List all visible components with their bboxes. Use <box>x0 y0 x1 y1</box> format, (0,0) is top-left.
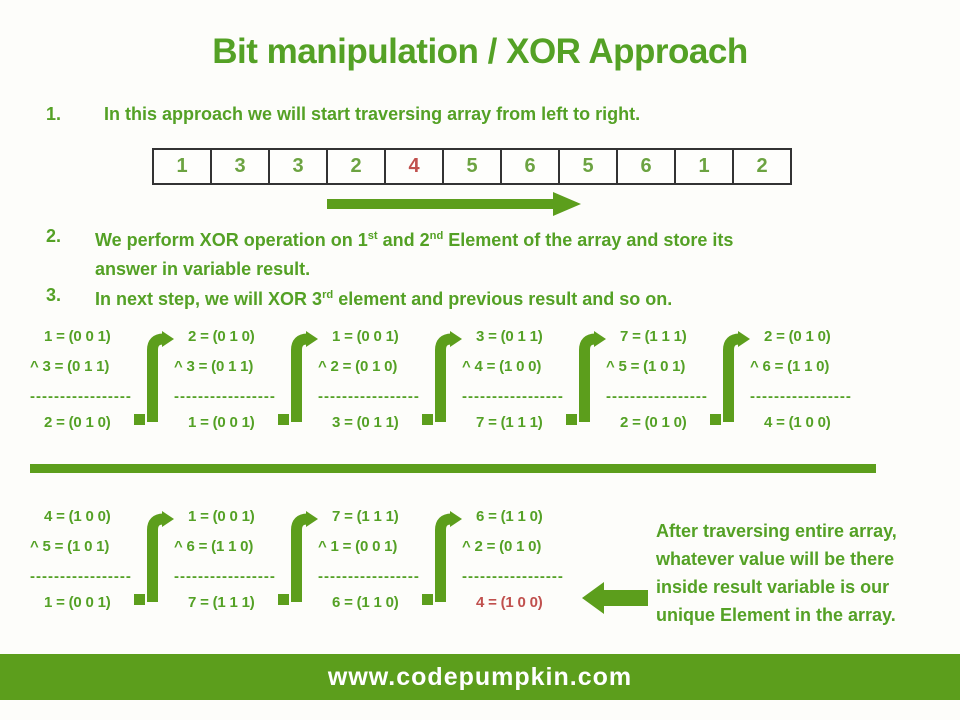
xor-dashes: ----------------- <box>318 388 420 405</box>
xor-operand-a: 7 = (1 1 1) <box>620 328 687 345</box>
xor-dashes: ----------------- <box>462 388 564 405</box>
array-cell: 4 <box>386 150 444 183</box>
xor-dashes: ----------------- <box>174 568 276 585</box>
xor-operand-b: ^ 2 = (0 1 0) <box>318 358 398 375</box>
xor-operand-a: 6 = (1 1 0) <box>476 508 543 525</box>
xor-result: 4 = (1 0 0) <box>764 414 831 431</box>
xor-operand-b: ^ 6 = (1 1 0) <box>750 358 830 375</box>
array-cell: 2 <box>328 150 386 183</box>
xor-result: 7 = (1 1 1) <box>476 414 543 431</box>
xor-operand-a: 1 = (0 0 1) <box>44 328 111 345</box>
xor-result: 2 = (0 1 0) <box>44 414 111 431</box>
xor-operand-a: 1 = (0 0 1) <box>332 328 399 345</box>
xor-operand-a: 7 = (1 1 1) <box>332 508 399 525</box>
xor-result: 1 = (0 0 1) <box>44 594 111 611</box>
elbow-arrow-icon <box>422 510 462 610</box>
xor-operand-b: ^ 4 = (1 0 0) <box>462 358 542 375</box>
step-number: 1. <box>46 104 62 124</box>
array-cell: 2 <box>756 155 768 177</box>
xor-dashes: ----------------- <box>30 388 132 405</box>
array-cell: 1 <box>676 150 734 183</box>
xor-block: 7 = (1 1 1) ^ 1 = (0 0 1) ----------------… <box>318 502 422 611</box>
array-cell: 5 <box>444 150 502 183</box>
array-cell: 1 <box>154 150 212 183</box>
note-line: whatever value will be there <box>656 549 895 569</box>
xor-result: 3 = (0 1 1) <box>332 414 399 431</box>
footer-url: www.codepumpkin.com <box>327 662 633 691</box>
traverse-direction-arrow-icon <box>327 192 583 216</box>
xor-dashes: ----------------- <box>174 388 276 405</box>
elbow-arrow-icon <box>710 330 750 430</box>
page-title: Bit manipulation / XOR Approach <box>212 32 748 71</box>
xor-block: 6 = (1 1 0) ^ 2 = (0 1 0) ----------------… <box>462 502 566 611</box>
xor-dashes: ----------------- <box>318 568 420 585</box>
xor-block: 2 = (0 1 0) ^ 3 = (0 1 1) ----------------… <box>174 322 278 431</box>
note-line: After traversing entire array, <box>656 521 897 541</box>
xor-operand-b: ^ 5 = (1 0 1) <box>30 538 110 555</box>
xor-block: 2 = (0 1 0) ^ 6 = (1 1 0) ----------------… <box>750 322 854 431</box>
xor-block: 7 = (1 1 1) ^ 5 = (1 0 1) ----------------… <box>606 322 710 431</box>
array-cell: 3 <box>212 150 270 183</box>
xor-result: 6 = (1 1 0) <box>332 594 399 611</box>
result-pointer-arrow-icon <box>582 580 648 616</box>
xor-operand-a: 3 = (0 1 1) <box>476 328 543 345</box>
xor-block: 1 = (0 0 1) ^ 6 = (1 1 0) ----------------… <box>174 502 278 611</box>
xor-operand-b: ^ 2 = (0 1 0) <box>462 538 542 555</box>
xor-row-1: 1 = (0 0 1) ^ 3 = (0 1 1) ----------------… <box>0 322 960 438</box>
xor-result: 4 = (1 0 0) <box>476 594 543 611</box>
xor-block: 1 = (0 0 1) ^ 2 = (0 1 0) ----------------… <box>318 322 422 431</box>
xor-operand-a: 2 = (0 1 0) <box>764 328 831 345</box>
elbow-arrow-icon <box>422 330 462 430</box>
footer-bar: www.codepumpkin.com <box>0 654 960 700</box>
note-line: unique Element in the array. <box>656 605 896 625</box>
array-cell: 6 <box>618 150 676 183</box>
xor-block: 1 = (0 0 1) ^ 3 = (0 1 1) ----------------… <box>30 322 134 431</box>
elbow-arrow-icon <box>566 330 606 430</box>
note-line: inside result variable is our <box>656 577 890 597</box>
step-text: In this approach we will start traversin… <box>104 104 641 124</box>
xor-operand-b: ^ 1 = (0 0 1) <box>318 538 398 555</box>
step-number: 3. <box>46 285 62 305</box>
step-number: 2. <box>46 226 62 246</box>
xor-operand-a: 4 = (1 0 0) <box>44 508 111 525</box>
xor-operand-b: ^ 5 = (1 0 1) <box>606 358 686 375</box>
xor-dashes: ----------------- <box>462 568 564 585</box>
xor-block: 3 = (0 1 1) ^ 4 = (1 0 0) ----------------… <box>462 322 566 431</box>
xor-result: 2 = (0 1 0) <box>620 414 687 431</box>
section-divider <box>30 464 876 473</box>
xor-result: 1 = (0 0 1) <box>188 414 255 431</box>
xor-operand-a: 2 = (0 1 0) <box>188 328 255 345</box>
xor-dashes: ----------------- <box>606 388 708 405</box>
array-cell: 3 <box>270 150 328 183</box>
xor-dashes: ----------------- <box>750 388 852 405</box>
step-text: We perform XOR operation on 1st and 2nd … <box>95 230 734 279</box>
step-text: In next step, we will XOR 3rd element an… <box>95 289 673 309</box>
xor-block: 4 = (1 0 0) ^ 5 = (1 0 1) ----------------… <box>30 502 134 611</box>
xor-operand-a: 1 = (0 0 1) <box>188 508 255 525</box>
elbow-arrow-icon <box>134 510 174 610</box>
elbow-arrow-icon <box>134 330 174 430</box>
elbow-arrow-icon <box>278 330 318 430</box>
xor-result: 7 = (1 1 1) <box>188 594 255 611</box>
elbow-arrow-icon <box>278 510 318 610</box>
xor-operand-b: ^ 6 = (1 1 0) <box>174 538 254 555</box>
xor-operand-b: ^ 3 = (0 1 1) <box>30 358 110 375</box>
xor-operand-b: ^ 3 = (0 1 1) <box>174 358 254 375</box>
array-cell: 6 <box>502 150 560 183</box>
array-cell: 5 <box>560 150 618 183</box>
xor-row-2: 4 = (1 0 0) ^ 5 = (1 0 1) ----------------… <box>0 502 960 618</box>
conclusion-note: After traversing entire array, whatever v… <box>656 517 956 629</box>
xor-dashes: ----------------- <box>30 568 132 585</box>
